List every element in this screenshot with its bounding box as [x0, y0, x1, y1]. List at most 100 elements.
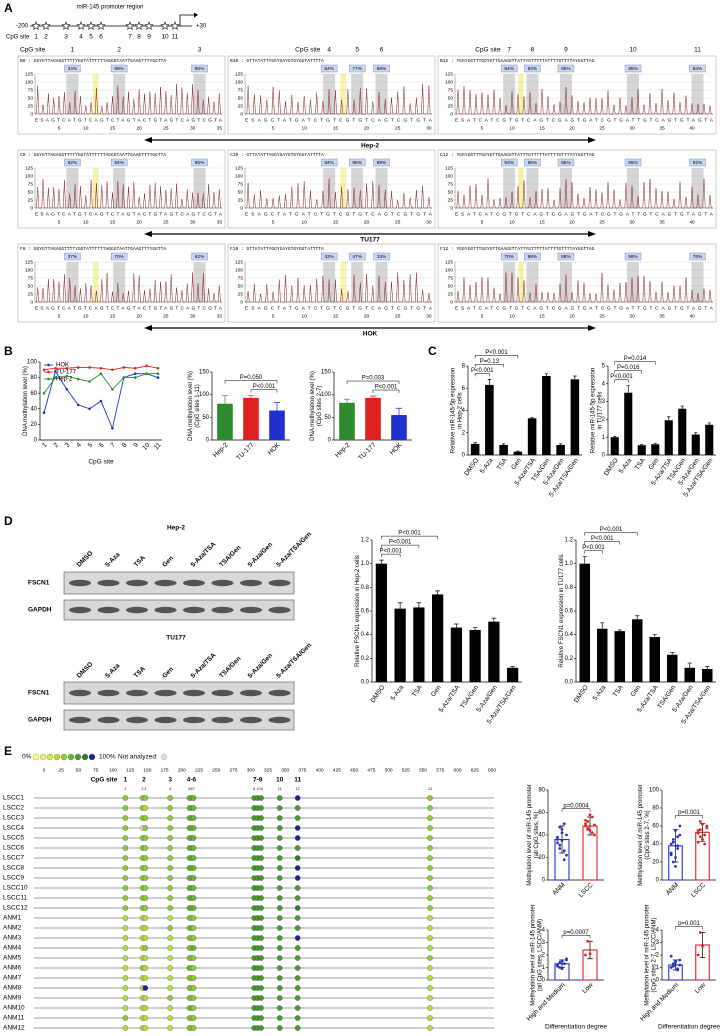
site-index: 6	[190, 787, 192, 791]
cpg-dot	[122, 975, 129, 981]
trace-x-tick: 5	[272, 125, 275, 131]
cpg-dot	[258, 885, 264, 891]
lane-label: Gen	[161, 555, 175, 569]
legend-color	[88, 753, 96, 761]
trace-tick-label: 25	[448, 103, 454, 109]
y-axis-label: Relative miR-145-5p expression	[590, 368, 596, 453]
trace-tick-label: 75	[238, 87, 244, 93]
x-tick-label: TSA	[411, 684, 424, 699]
blot-band	[97, 579, 120, 587]
blot-band	[97, 716, 120, 724]
trace-x-tick: 20	[569, 125, 575, 131]
cpg-dot	[167, 955, 173, 961]
percent-label: 95%	[561, 66, 571, 72]
scale-tick-label: 25	[59, 767, 65, 773]
cpg-site-number: 2	[117, 47, 121, 54]
percent-label: 42%	[324, 254, 334, 260]
cpg-dot	[190, 985, 197, 991]
lane-label: 5-Aza	[104, 551, 121, 568]
cpg-dot	[427, 875, 433, 881]
region-start: -200	[16, 24, 29, 30]
bar	[488, 621, 500, 682]
error-bar	[510, 666, 515, 668]
cpg-dot	[427, 955, 433, 961]
cpg-dot	[427, 945, 433, 951]
trace-x-tick: 25	[163, 219, 169, 225]
blot-band	[126, 716, 148, 724]
cpg-column	[691, 74, 704, 114]
error-bar	[687, 662, 692, 668]
scale-tick-label: 100	[109, 767, 117, 773]
cpg-dot	[427, 915, 433, 921]
bar	[678, 408, 687, 455]
p-value: P<0.001	[379, 549, 402, 555]
cpg-dot	[190, 1005, 197, 1011]
cpg-column	[691, 168, 704, 208]
base-sequence: ESAGTCATGTCAGTCTAGTACTGTAGTCAGTCGTA	[35, 305, 223, 311]
cpg-site-number: 4	[327, 47, 331, 54]
trace-x-tick: 25	[599, 125, 605, 131]
cpg-dot	[142, 915, 149, 921]
cpg-dot	[258, 995, 264, 1001]
sequence-header: B12 : YGGYGGTTTGGYGTTGAAGGTTATTYGTTTTTAT…	[440, 58, 595, 64]
y-tick-label: 150	[321, 370, 332, 376]
percent-box	[64, 64, 81, 73]
percent-label: 89%	[377, 160, 387, 166]
percent-box	[624, 252, 642, 261]
trace-tick-label: 100	[235, 173, 243, 179]
blot-band	[240, 606, 262, 614]
bar	[432, 594, 444, 682]
x-tick-label: 5-Aza	[479, 457, 495, 475]
percent-box	[349, 158, 366, 167]
site-number: 4	[79, 34, 83, 41]
blot-title: TU177	[166, 635, 186, 642]
legend-color	[74, 753, 82, 761]
error-bar	[501, 443, 506, 445]
site-number: 9	[147, 34, 151, 41]
percent-label: 84%	[693, 66, 703, 72]
x-tick-label: DMSO	[573, 684, 590, 704]
y-axis-label: in TU177 cells	[597, 392, 603, 430]
data-point	[696, 953, 700, 957]
cpg-dot	[122, 815, 129, 821]
cpg-dot	[294, 995, 301, 1001]
cpg-dot	[167, 865, 173, 871]
cpg-dot	[294, 835, 301, 841]
percent-label: 76%	[693, 254, 703, 260]
error-bar	[652, 634, 657, 638]
trace-tick-label: 0	[450, 205, 453, 211]
percent-label: 99%	[114, 66, 124, 72]
significance-bracket	[381, 535, 438, 540]
cpg-dot	[167, 895, 173, 901]
scale-tick-label: 0	[43, 767, 46, 773]
bar	[243, 397, 259, 440]
percent-box	[320, 158, 338, 167]
blot-band	[268, 606, 291, 614]
p-value: P=0.13	[480, 359, 500, 365]
error-bar	[343, 398, 351, 403]
trace-x-tick: 30	[426, 313, 432, 319]
series-marker	[156, 366, 160, 370]
site-index: 10	[259, 787, 263, 791]
y-tick-label: 100	[321, 392, 332, 398]
site-index: 11	[278, 787, 282, 791]
blot-band	[211, 606, 234, 614]
data-point	[588, 813, 592, 817]
y-axis-label: (CpG sites 2-7, LSCC/ANM)	[651, 917, 657, 992]
cpg-dot	[276, 1015, 283, 1021]
sample-name: ANM12	[3, 1025, 25, 1032]
data-point	[676, 967, 680, 971]
significance-bracket	[675, 815, 703, 819]
data-point	[590, 815, 594, 819]
y-axis-label: Methylation level of miR-145 promoter	[530, 904, 536, 1005]
percent-label: 95%	[628, 66, 638, 72]
base-sequence: ESAGTCATGTCAGTCTAGTACTGTAGTCAGTCGTA	[35, 211, 223, 217]
data-point	[584, 818, 587, 822]
series-marker	[65, 366, 69, 370]
legend-label: TU-177	[56, 370, 77, 376]
protein-label: GAPDH	[28, 717, 52, 724]
data-point	[556, 841, 559, 845]
cpg-site-number: 7	[507, 47, 511, 54]
error-bar	[617, 629, 622, 632]
sample-name: ANM6	[3, 965, 21, 972]
